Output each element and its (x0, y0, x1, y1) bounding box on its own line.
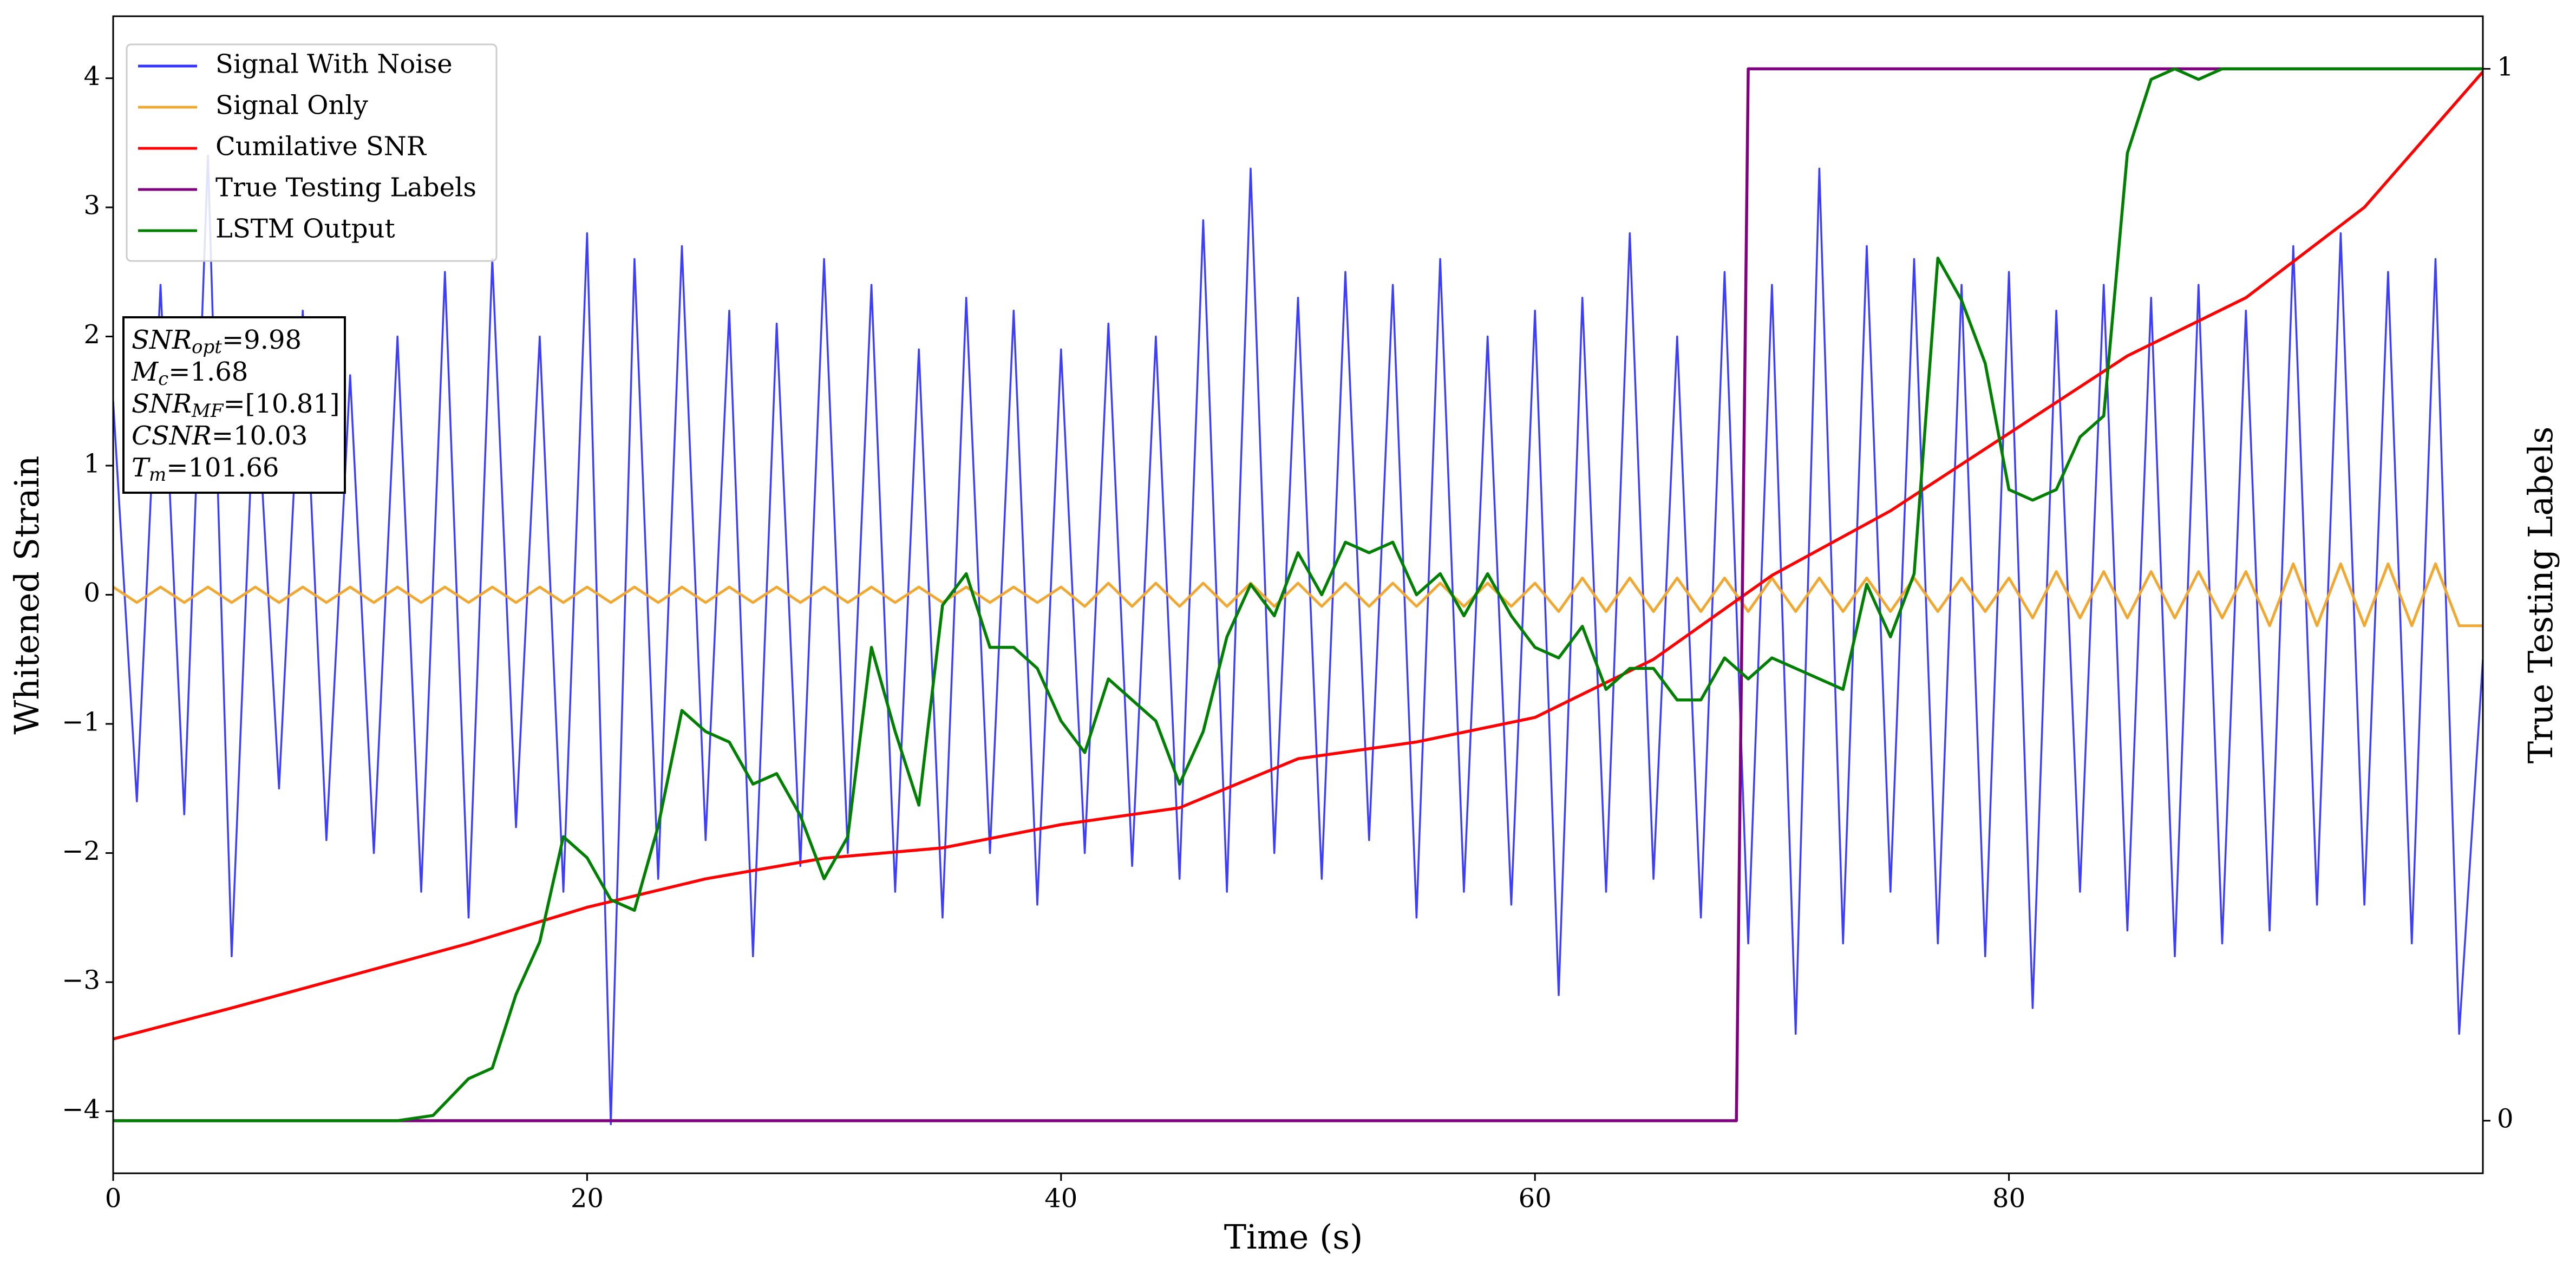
y-tick-label: −3 (62, 965, 100, 996)
annotation-line: Mc=1.68 (131, 357, 248, 390)
annotation-subscript: MF (191, 400, 224, 422)
x-tick-label: 80 (1992, 1184, 2025, 1214)
series-line (113, 67, 2483, 1122)
legend-label: Signal Only (215, 90, 368, 121)
series-line (113, 70, 2483, 1041)
annotation-subscript: opt (192, 336, 222, 358)
annotation-value: =9.98 (222, 325, 302, 355)
annotation-value: =10.03 (212, 421, 308, 451)
y-tick-label: 0 (83, 578, 100, 608)
y-tick-label: −4 (62, 1094, 100, 1125)
annotation-symbol: CSNR (132, 421, 212, 451)
legend-label: True Testing Labels (215, 173, 476, 203)
annotation-value: =[10.81] (223, 389, 339, 419)
series-line (113, 154, 2483, 1126)
y-tick-label: 4 (83, 61, 100, 92)
annotation-subscript: m (149, 464, 166, 486)
annotation-subscript: c (158, 368, 168, 390)
legend-label: Signal With Noise (215, 49, 453, 80)
y2-tick-label: 0 (2497, 1103, 2514, 1134)
annotation-line: SNRopt=9.98 (132, 325, 302, 358)
annotation-box (122, 316, 346, 494)
x-tick-label: 40 (1044, 1184, 1077, 1214)
annotation-value: =1.68 (168, 357, 248, 387)
annotation-symbol: T (132, 453, 151, 483)
plot-frame (112, 15, 2484, 1174)
y2-tick-label: 1 (2497, 52, 2514, 82)
annotation-symbol: M (131, 357, 159, 387)
x-tick-label: 0 (105, 1184, 122, 1214)
annotation-line: CSNR=10.03 (132, 421, 308, 451)
y-axis-label: Whitened Strain (7, 456, 47, 735)
x-tick-label: 20 (571, 1184, 604, 1214)
legend-label: LSTM Output (215, 214, 395, 244)
series-line (113, 67, 2483, 1122)
y-tick-label: 3 (83, 190, 100, 220)
legend-label: Cumilative SNR (215, 132, 427, 162)
annotation-symbol: SNR (132, 389, 192, 419)
y-tick-label: 2 (83, 319, 100, 350)
legend-box (126, 43, 498, 262)
y-tick-label: 1 (83, 448, 100, 479)
annotation-value: =101.66 (166, 453, 279, 483)
x-tick-label: 60 (1519, 1184, 1552, 1214)
y-tick-label: −2 (62, 836, 100, 866)
annotation-symbol: SNR (132, 325, 192, 355)
y2-axis-label: True Testing Labels (2521, 427, 2560, 764)
x-axis-label: Time (s) (1224, 1217, 1363, 1257)
y-tick-label: −1 (62, 707, 100, 737)
annotation-line: Tm=101.66 (132, 453, 279, 486)
series-line (113, 562, 2483, 628)
annotation-line: SNRMF=[10.81] (132, 389, 340, 422)
